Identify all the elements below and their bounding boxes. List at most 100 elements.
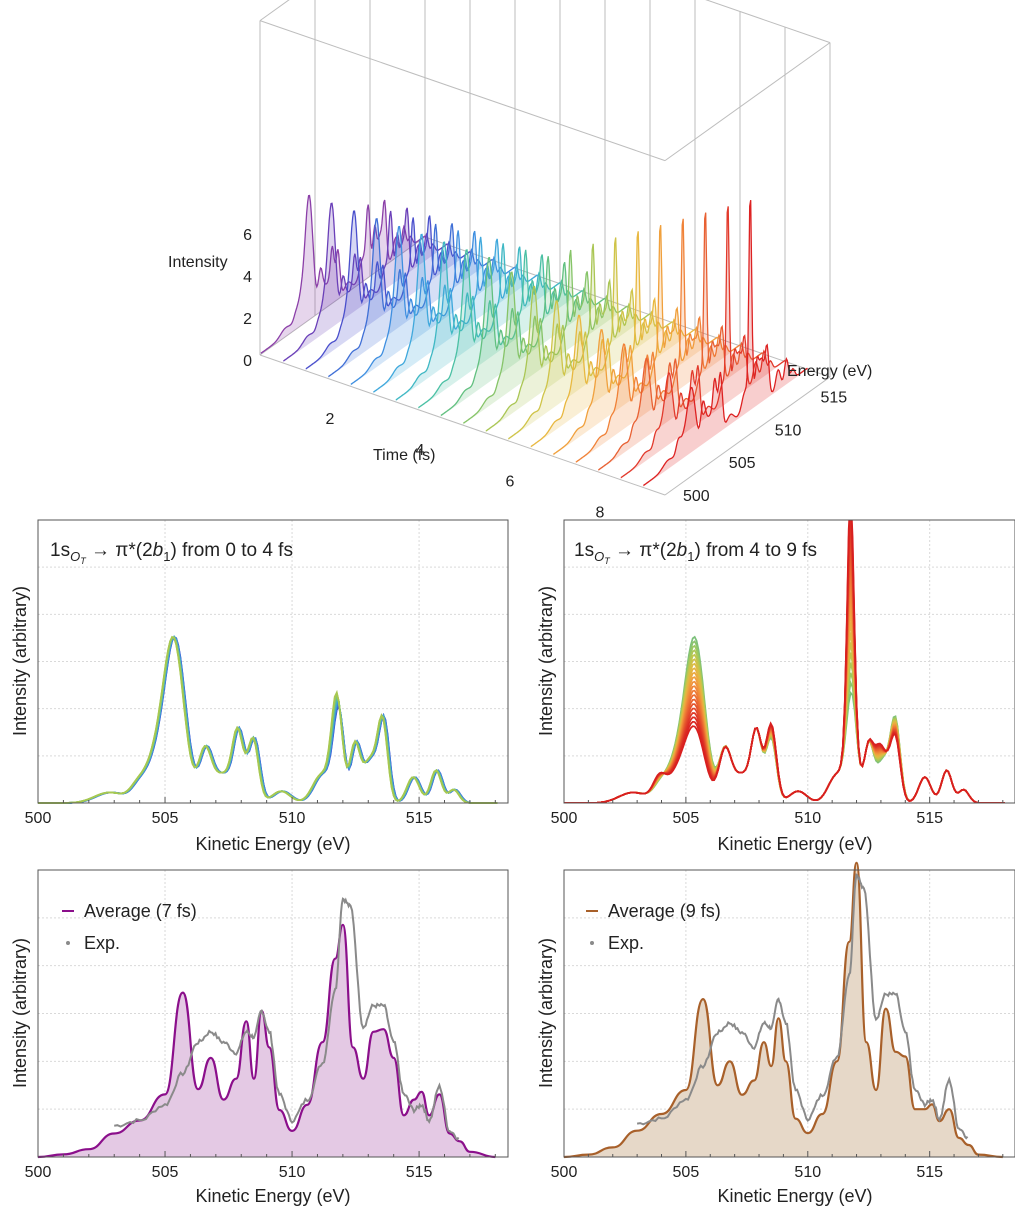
early-time-panel: 500 505 510 515 Kinetic Energy (eV) Intensi… [10,519,509,854]
late-curve-14 [564,551,1005,803]
waterfall-curve-4 [350,225,516,385]
late-curve-9 [564,601,1005,803]
late-curve-7 [564,622,1005,803]
avg9-legend-exp: Exp. [608,933,644,953]
time-tick-label: 2 [326,411,335,428]
intensity-axis-label: Intensity [168,254,228,271]
energy-tick-label: 500 [683,488,710,505]
late-curve-1 [564,640,1005,803]
late-panel-title: 1sOT → π*(2b1) from 4 to 9 fs [574,540,817,566]
waterfall-curve-9 [463,249,628,424]
waterfall-fill-13 [552,225,718,457]
avg7-legend-average: Average (7 fs) [84,901,197,921]
avg7-legend: Average (7 fs) Exp. [62,901,197,953]
x-tick-label: 500 [551,1164,578,1181]
late-curve-12 [564,571,1005,803]
x-tick-label: 500 [25,810,52,827]
waterfall-curve-0 [260,194,426,354]
avg7-plot-frame [37,869,509,1158]
waterfall-fill-10 [485,243,650,433]
x-tick-label: 505 [152,810,179,827]
avg7-exp-line [114,897,460,1141]
late-curve-4 [564,652,1005,803]
waterfall-fill-9 [462,250,628,425]
early-curve-14 [38,636,498,804]
z-tick-label: 2 [243,311,252,328]
z-tick-label: 4 [243,269,252,286]
early-plot-frame [37,519,509,804]
waterfall-curve-10 [485,243,651,432]
late-plot-frame [563,519,1015,804]
time-tick-label: 6 [506,473,515,490]
z-tick-label: 6 [243,227,252,244]
waterfall-curve-2 [305,210,471,370]
x-tick-label: 515 [916,810,943,827]
waterfall-curve-15 [598,212,763,471]
avg7-legend-exp: Exp. [84,933,120,953]
waterfall-curve-3 [328,218,493,378]
late-curve-2 [564,644,1005,803]
time-axis-label: Time (fs) [373,447,436,464]
waterfall-curve-12 [530,231,696,448]
waterfall-fill-8 [440,256,605,418]
late-curve-13 [564,561,1005,803]
waterfall-curve-11 [508,237,673,440]
waterfall-fill-4 [350,226,515,387]
late-curve-6 [564,632,1005,803]
waterfall-curve-8 [440,256,606,417]
waterfall-curve-17 [643,199,808,487]
late-curve-11 [564,581,1005,803]
average-9fs-panel: 500 505 510 515 Kinetic Energy (eV) Intensi… [536,861,1015,1206]
waterfall-plot: Intensity Time (fs) Energy (eV) 0 2 4 6 2 4 6 8… [168,0,872,521]
early-y-axis-label: Intensity (arbitrary) [10,586,30,736]
waterfall-curve-13 [553,224,718,455]
late-time-panel: 500 505 510 515 Kinetic Energy (eV) Intensi… [536,519,1015,854]
avg7-y-axis-label: Intensity (arbitrary) [10,938,30,1088]
waterfall-curve-16 [620,206,786,479]
waterfall-curve-1 [283,202,448,362]
waterfall-fill-3 [327,218,493,379]
waterfall-fill-12 [530,231,695,449]
waterfall-fill-0 [260,195,425,355]
late-curve-16 [564,531,1005,803]
x-tick-label: 515 [406,810,433,827]
avg9-legend: Average (9 fs) Exp. [586,901,721,953]
late-curve-15 [564,541,1005,803]
waterfall-fill-7 [417,249,583,410]
x-tick-label: 510 [794,810,821,827]
waterfall-fill-6 [395,242,560,402]
energy-axis-label: Energy (eV) [787,363,872,380]
x-tick-label: 510 [794,1164,821,1181]
x-tick-label: 515 [406,1164,433,1181]
energy-tick-label: 505 [729,455,756,472]
waterfall-fill-2 [305,211,470,371]
x-tick-label: 510 [279,1164,306,1181]
avg9-legend-average: Average (9 fs) [608,901,721,921]
time-tick-label: 8 [596,504,605,521]
waterfall-fill-5 [372,234,538,394]
early-curve-11 [38,636,498,804]
late-curve-8 [564,612,1005,803]
energy-tick-label: 510 [775,422,802,439]
x-tick-label: 505 [152,1164,179,1181]
energy-tick-label: 515 [821,390,848,407]
x-tick-label: 510 [279,810,306,827]
z-tick-label: 0 [243,353,252,370]
early-curve-12 [38,636,498,804]
average-7fs-panel: 500 505 510 515 Kinetic Energy (eV) Intensi… [10,869,509,1206]
x-tick-label: 515 [916,1164,943,1181]
avg9-x-axis-label: Kinetic Energy (eV) [717,1186,872,1206]
early-curve-16 [38,635,498,804]
x-tick-label: 505 [673,1164,700,1181]
waterfall-fill-1 [282,203,448,363]
avg9-average-fill [564,862,1003,1157]
time-tick-label: 4 [416,442,425,459]
avg9-y-axis-label: Intensity (arbitrary) [536,938,556,1088]
late-x-axis-label: Kinetic Energy (eV) [717,834,872,854]
late-curve-3 [564,649,1005,803]
early-panel-title: 1sOT → π*(2b1) from 0 to 4 fs [50,540,293,566]
avg9-legend-exp-swatch [590,941,594,945]
avg7-legend-exp-swatch [66,941,70,945]
x-tick-label: 500 [25,1164,52,1181]
